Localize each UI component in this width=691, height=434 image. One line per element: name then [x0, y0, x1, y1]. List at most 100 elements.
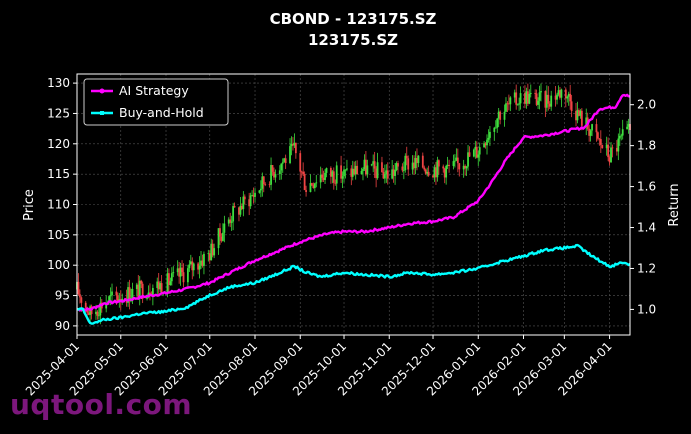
- candle-body: [292, 143, 294, 146]
- candle-body: [181, 267, 183, 273]
- candle-body: [248, 199, 251, 207]
- candle-body: [200, 260, 202, 266]
- candle-body: [138, 280, 141, 298]
- candle-body: [178, 268, 181, 277]
- candle-body: [259, 188, 262, 191]
- candle-body: [365, 159, 367, 175]
- candle-body: [343, 169, 345, 177]
- candle-body: [372, 161, 375, 165]
- candle-body: [402, 170, 405, 171]
- candle-body: [528, 93, 531, 104]
- candle-body: [416, 157, 418, 164]
- candle-body: [478, 147, 481, 155]
- candle-body: [168, 273, 170, 286]
- legend-box: [83, 78, 229, 126]
- candle-body: [95, 311, 97, 315]
- candle-body: [545, 94, 548, 108]
- candle-body: [475, 146, 478, 158]
- candle-body: [617, 138, 620, 152]
- candle-body: [516, 104, 519, 106]
- candle-body: [84, 302, 87, 308]
- y2-tick-label: 1.4: [637, 221, 656, 235]
- candle-body: [321, 174, 324, 178]
- y2-tick-label: 1.0: [637, 302, 656, 316]
- candle-body: [610, 147, 612, 163]
- candle-body: [290, 143, 293, 147]
- candle-body: [452, 161, 455, 166]
- candle-body: [271, 164, 274, 172]
- candle-body: [566, 96, 569, 99]
- candle-body: [526, 91, 529, 104]
- candle-body: [487, 137, 490, 140]
- candle-body: [363, 159, 366, 170]
- chart-title: CBOND - 123175.SZ: [270, 10, 437, 28]
- candle-body: [395, 163, 398, 171]
- candle-body: [208, 253, 211, 261]
- legend-label-bh: Buy-and-Hold: [119, 105, 204, 120]
- legend-marker-bh: [100, 111, 104, 115]
- candle-body: [472, 149, 475, 157]
- candle-body: [176, 268, 179, 273]
- candle-body: [80, 297, 83, 303]
- candle-body: [309, 183, 312, 192]
- candle-body: [464, 165, 467, 169]
- candle-body: [191, 261, 194, 271]
- candle-body: [289, 146, 291, 164]
- candle-body: [467, 152, 469, 167]
- candle-body: [548, 103, 551, 107]
- candle-body: [105, 303, 108, 309]
- candle-body: [383, 174, 386, 179]
- candle-body: [353, 168, 356, 175]
- candle-body: [519, 93, 522, 104]
- candle-body: [474, 146, 477, 150]
- candle-body: [108, 296, 111, 303]
- candle-body: [462, 165, 465, 170]
- candle-body: [436, 160, 439, 178]
- candle-body: [281, 162, 284, 164]
- candle-body: [580, 110, 583, 126]
- candle-body: [589, 130, 592, 136]
- candle-body: [159, 283, 162, 290]
- candle-body: [442, 166, 445, 169]
- candle-body: [242, 196, 245, 210]
- candle-body: [362, 169, 364, 171]
- candle-body: [544, 91, 547, 108]
- candle-body: [232, 206, 235, 222]
- candle-body: [219, 228, 221, 237]
- candle-body: [340, 165, 342, 179]
- candle-body: [626, 126, 628, 130]
- candle-body: [302, 171, 305, 175]
- candle-body: [443, 168, 446, 178]
- candle-body: [251, 195, 253, 196]
- candle-body: [375, 168, 378, 179]
- candle-body: [264, 184, 267, 185]
- candle-body: [238, 207, 240, 215]
- y-tick-label: 130: [47, 76, 70, 90]
- candle-body: [483, 143, 485, 148]
- y-tick-label: 110: [47, 198, 70, 212]
- candle-body: [576, 110, 579, 121]
- candle-body: [332, 171, 335, 183]
- candle-body: [537, 100, 539, 105]
- candle-body: [356, 165, 359, 175]
- candle-body: [354, 165, 357, 175]
- candle-body: [538, 92, 541, 101]
- return-lines: [76, 93, 631, 325]
- candle-body: [540, 91, 542, 93]
- candle-body: [179, 267, 182, 277]
- candle-body: [505, 103, 507, 112]
- candle-body: [564, 89, 567, 99]
- candle-body: [497, 111, 500, 119]
- y-tick-label: 120: [47, 137, 70, 151]
- candle-body: [222, 232, 224, 241]
- candle-body: [262, 176, 265, 185]
- candle-body: [432, 175, 434, 178]
- candle-body: [486, 139, 488, 146]
- y-axis-right: 1.0 1.2 1.4 1.6 1.8 2.0: [630, 98, 656, 316]
- candle-body: [115, 291, 118, 296]
- y2-tick-label: 1.2: [637, 261, 656, 275]
- candle-body: [284, 158, 287, 164]
- candle-body: [160, 283, 163, 294]
- candle-body: [618, 135, 621, 139]
